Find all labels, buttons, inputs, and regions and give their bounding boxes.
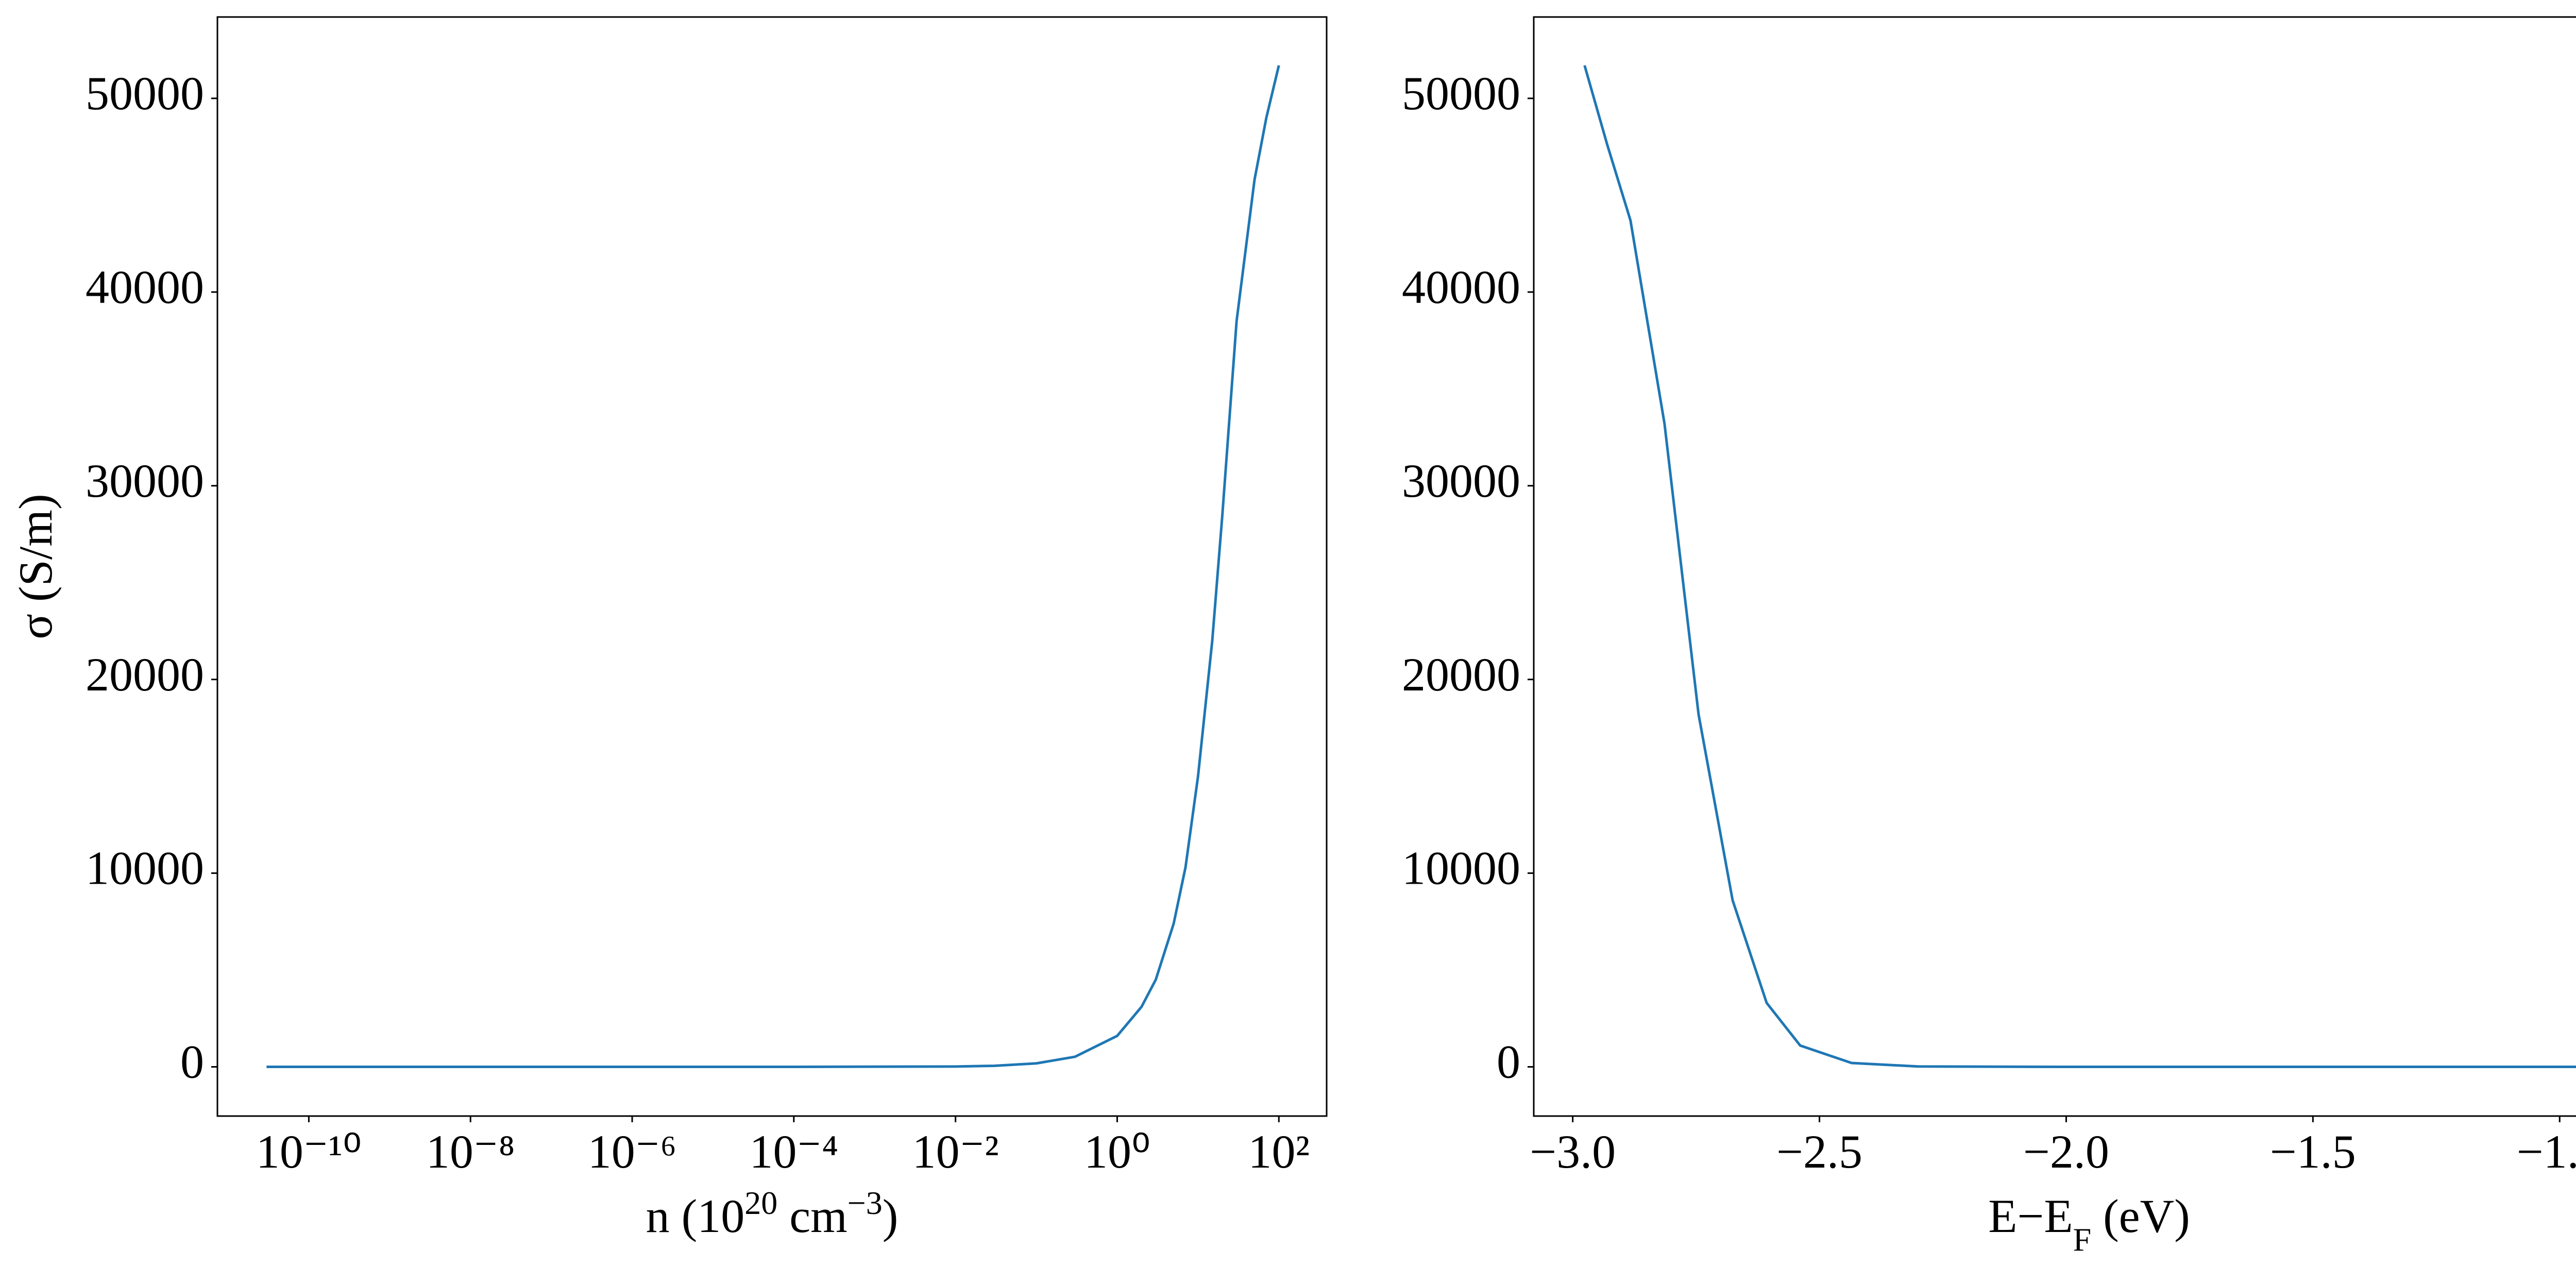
x-tick-label: 10⁻¹⁰ [256,1125,362,1178]
y-tick-label: 40000 [1402,261,1520,313]
x-tick-label: −1.5 [2270,1125,2356,1178]
y-tick-label: 30000 [86,454,204,507]
x-tick-label: 10⁻⁶ [588,1125,677,1178]
label-sub: F [2073,1221,2092,1258]
data-line [266,65,1280,1069]
x-tick-label: 10⁰ [1084,1125,1150,1178]
y-tick-label: 20000 [86,648,204,701]
axes-frame [216,16,1328,1117]
y-tick-label: 50000 [86,67,204,120]
label-part: cm [777,1190,847,1242]
x-tick-label: −2.0 [2023,1125,2109,1178]
y-tick-label: 20000 [1402,648,1520,701]
x-tick-label: 10⁻² [912,1125,999,1178]
x-tick-label: 10⁻⁸ [426,1125,515,1178]
plot: 0 10000 20000 30000 40000 50000 −3.0 −2.5 −2.0 −1… [1402,16,2576,1258]
y-tick-label: 10000 [1402,842,1520,894]
y-tick-label: 10000 [86,842,204,894]
x-tick-label: 10² [1248,1125,1310,1178]
data-line [1583,65,2576,1069]
axes-frame [1533,16,2576,1117]
y-tick-label: 40000 [86,261,204,313]
x-axis-label: n (1020 cm−3) [646,1185,899,1243]
y-tick-label: 0 [1497,1036,1520,1088]
x-tick-label: −3.0 [1530,1125,1616,1178]
y-axis-label: σ (S/m) [9,494,62,639]
label-part: (eV) [2091,1190,2190,1242]
label-sup: −3 [848,1185,883,1221]
x-tick-label: −1.0 [2517,1125,2576,1178]
y-tick-label: 30000 [1402,454,1520,507]
label-part: ) [883,1190,899,1242]
label-part: n (10 [646,1190,745,1242]
x-axis-label: E−EF (eV) [1988,1190,2190,1258]
x-tick-label: 10⁻⁴ [750,1125,839,1178]
y-tick-label: 0 [180,1036,204,1088]
plot: 0 10000 20000 30000 40000 50000 10⁻¹⁰ 10⁻⁸ 10⁻⁶ 1… [9,16,1328,1243]
label-sup: 20 [744,1185,777,1221]
label-part: E−E [1988,1190,2073,1242]
x-tick-label: −2.5 [1776,1125,1862,1178]
y-tick-label: 50000 [1402,67,1520,120]
